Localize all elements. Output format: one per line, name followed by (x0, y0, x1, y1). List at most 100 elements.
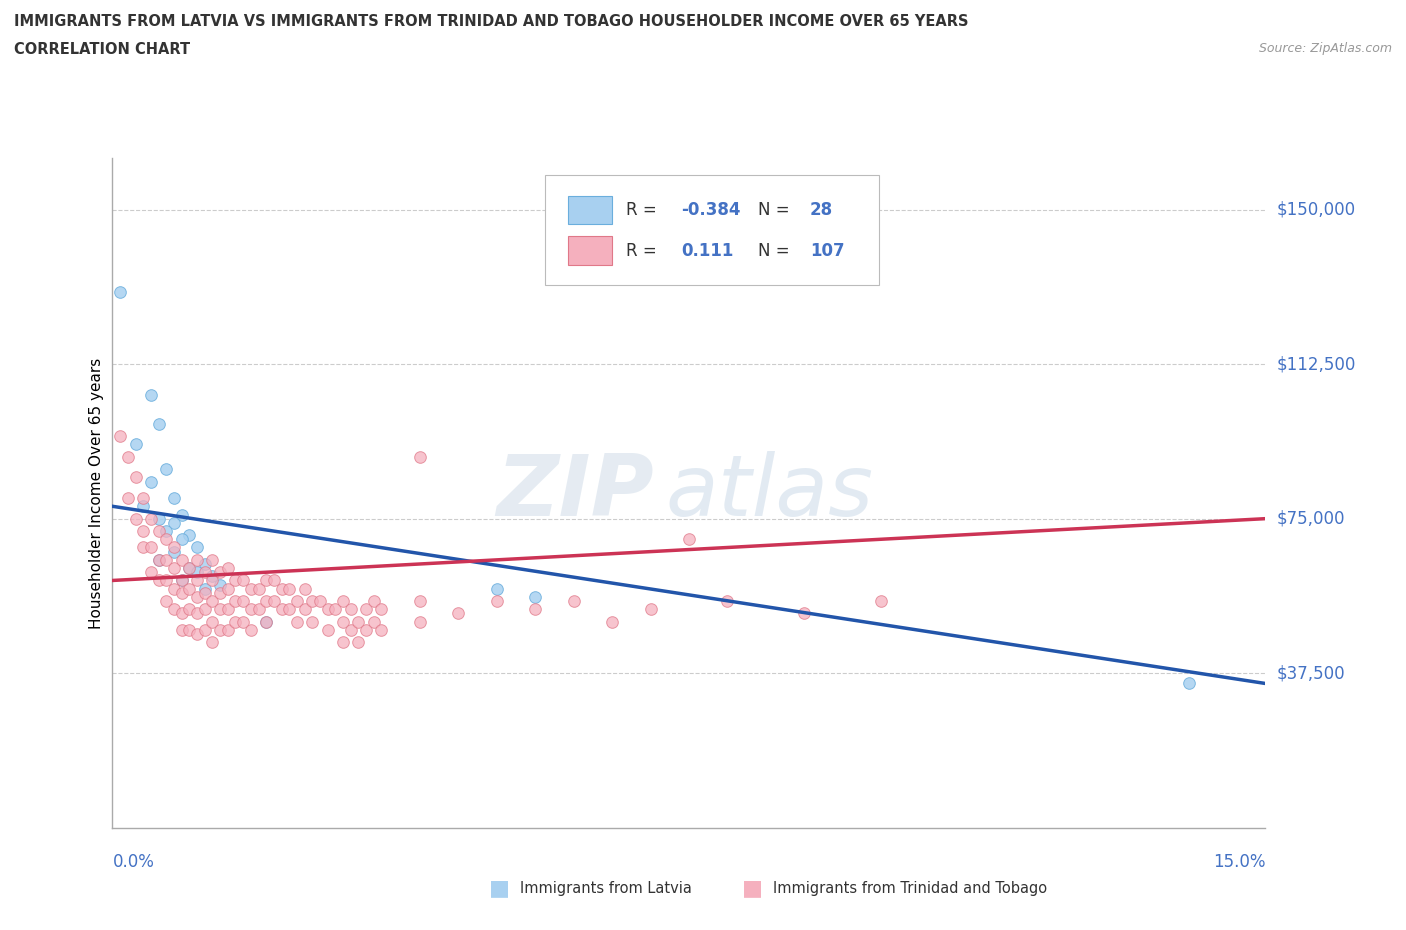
Text: $150,000: $150,000 (1277, 201, 1355, 219)
Point (600, 614, 623, 629)
Point (301, 614, 323, 629)
Text: 107: 107 (810, 242, 845, 259)
Text: N =: N = (758, 242, 790, 259)
Point (254, 614, 277, 629)
Point (278, 581, 301, 596)
Point (224, 593, 246, 608)
Point (270, 602, 292, 617)
Point (347, 614, 370, 629)
Point (254, 593, 277, 608)
Point (170, 585, 193, 600)
Point (170, 573, 193, 588)
Point (163, 491, 186, 506)
Point (148, 524, 170, 538)
Point (132, 498, 155, 513)
Point (132, 540, 155, 555)
Point (209, 602, 232, 617)
Point (163, 540, 186, 555)
Text: CORRELATION CHART: CORRELATION CHART (14, 42, 190, 57)
Point (194, 585, 217, 600)
Point (870, 593, 893, 608)
Point (409, 593, 432, 608)
Text: Immigrants from Trinidad and Tobago: Immigrants from Trinidad and Tobago (773, 881, 1047, 896)
Point (179, 561, 201, 576)
Bar (568, 236, 612, 264)
Point (194, 622, 217, 637)
Text: R =: R = (626, 242, 657, 259)
Point (354, 602, 377, 617)
Point (170, 532, 193, 547)
Point (139, 388, 162, 403)
Point (201, 573, 224, 588)
Point (201, 593, 224, 608)
Point (170, 573, 193, 588)
Point (347, 635, 370, 650)
Point (370, 602, 392, 617)
Text: $112,500: $112,500 (1277, 355, 1355, 373)
Point (148, 512, 170, 526)
Point (201, 569, 224, 584)
Point (485, 593, 508, 608)
Point (285, 593, 308, 608)
Point (263, 573, 285, 588)
Point (224, 573, 246, 588)
Point (148, 552, 170, 567)
FancyBboxPatch shape (544, 175, 879, 286)
Point (170, 622, 193, 637)
Point (339, 622, 361, 637)
Point (155, 532, 177, 547)
Point (209, 578, 232, 592)
Point (363, 593, 385, 608)
Point (285, 614, 308, 629)
Point (194, 581, 217, 596)
Point (232, 614, 254, 629)
Point (148, 417, 170, 432)
Point (186, 565, 208, 579)
Point (354, 622, 377, 637)
Point (447, 606, 470, 621)
Point (170, 606, 193, 621)
Point (139, 565, 162, 579)
Point (409, 449, 432, 464)
Point (194, 556, 217, 571)
Point (263, 593, 285, 608)
Point (217, 561, 239, 576)
Point (186, 573, 208, 588)
Point (124, 512, 146, 526)
Point (301, 593, 323, 608)
Point (793, 606, 815, 621)
Text: -0.384: -0.384 (681, 201, 741, 219)
Point (139, 540, 162, 555)
Point (155, 552, 177, 567)
Point (108, 285, 131, 299)
Point (163, 602, 186, 617)
Point (232, 593, 254, 608)
Text: N =: N = (758, 201, 790, 219)
Point (309, 593, 332, 608)
Point (170, 507, 193, 522)
Text: 0.0%: 0.0% (112, 853, 155, 870)
Point (640, 602, 662, 617)
Point (194, 565, 217, 579)
Point (201, 552, 224, 567)
Point (239, 622, 262, 637)
Point (117, 449, 139, 464)
Point (562, 593, 585, 608)
Point (247, 581, 270, 596)
Text: $37,500: $37,500 (1277, 664, 1346, 683)
Y-axis label: Householder Income Over 65 years: Householder Income Over 65 years (89, 357, 104, 629)
Point (124, 437, 146, 452)
Point (186, 552, 208, 567)
Point (239, 602, 262, 617)
Point (186, 590, 208, 604)
Point (179, 561, 201, 576)
Point (254, 573, 277, 588)
Text: 0.111: 0.111 (681, 242, 734, 259)
Point (254, 614, 277, 629)
Point (325, 602, 347, 617)
Text: 15.0%: 15.0% (1213, 853, 1265, 870)
Point (278, 602, 301, 617)
Point (316, 602, 339, 617)
Point (163, 581, 186, 596)
Point (524, 590, 547, 604)
